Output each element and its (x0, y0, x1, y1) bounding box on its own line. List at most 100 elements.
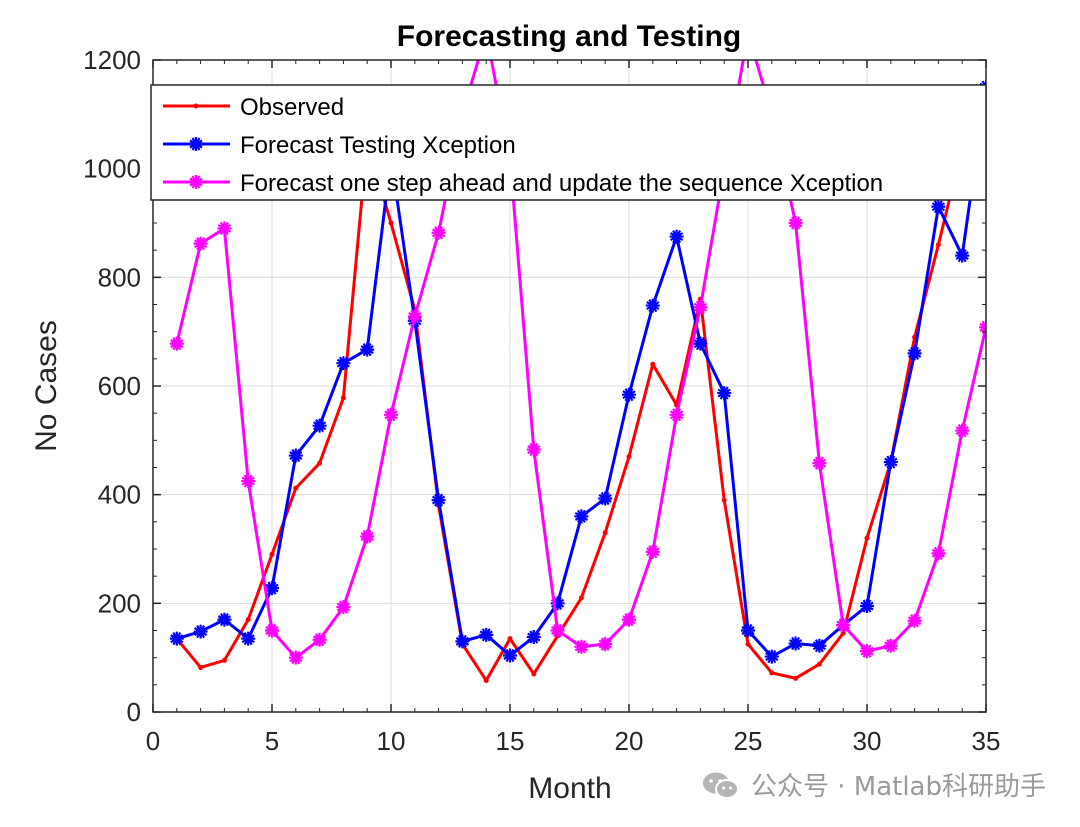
series-2-point (550, 596, 565, 611)
y-tick-label: 800 (98, 262, 141, 292)
y-tick-label: 400 (98, 480, 141, 510)
series-1-point (269, 551, 275, 557)
series-2-point (479, 627, 494, 642)
x-tick-label: 35 (972, 726, 1001, 756)
watermark: 公众号 · Matlab科研助手 (701, 766, 1046, 803)
x-tick-label: 10 (377, 726, 406, 756)
series-3-point (336, 600, 351, 615)
y-axis-title: No Cases (30, 320, 63, 452)
series-1-point (602, 530, 608, 536)
series-2-point (455, 634, 470, 649)
series-2-point (503, 648, 517, 663)
series-1-point (769, 670, 775, 676)
x-tick-label: 15 (496, 726, 525, 756)
series-2-point (169, 631, 184, 646)
series-1-point (745, 641, 751, 647)
series-3-point (217, 221, 232, 236)
legend-label: Forecast Testing Xception (240, 132, 516, 159)
series-2-point (360, 342, 375, 357)
series-3-point (622, 612, 636, 627)
series-2-point (907, 346, 922, 361)
series-2-point (336, 356, 351, 371)
legend-entry-2: Forecast Testing Xception (163, 132, 516, 159)
series-1-point (840, 630, 846, 636)
series-3-point (574, 639, 589, 654)
x-axis-title: Month (528, 772, 611, 805)
series-3-point (169, 336, 184, 351)
series-2-point (288, 448, 303, 463)
series-3-point (836, 618, 851, 633)
series-3-point (883, 638, 898, 653)
series-3-point (384, 407, 398, 422)
series-2-point (574, 509, 589, 524)
chart-title: Forecasting and Testing (397, 20, 742, 53)
series-1-point (340, 395, 346, 401)
y-tick-label: 600 (98, 371, 141, 401)
series-2-point (717, 386, 732, 401)
series-1-point (507, 636, 513, 642)
series-1-point (221, 657, 227, 663)
series-2-point (193, 624, 208, 639)
legend-entry-3: Forecast one step ahead and update the s… (163, 170, 883, 197)
series-1-point (578, 595, 584, 601)
series-3-point (407, 309, 422, 324)
legend: Observed Forecast Testing Xception Forecas… (150, 84, 987, 201)
series-1-point (388, 220, 394, 226)
series-1-point (626, 454, 632, 460)
series-2-point (241, 631, 256, 646)
series-1-point (293, 485, 299, 491)
series-1-point (650, 361, 656, 367)
x-tick-label: 5 (265, 726, 279, 756)
series-3-point (288, 650, 303, 665)
series-3-point (955, 423, 970, 438)
series-1-point (864, 535, 870, 541)
series-2-point (622, 387, 636, 402)
series-2-point (598, 491, 613, 506)
series-2-point (526, 630, 541, 645)
series-2-point (693, 336, 708, 351)
x-tick-label: 20 (615, 726, 644, 756)
series-2-point (741, 623, 755, 638)
y-tick-label: 1200 (83, 45, 141, 75)
series-3-point (360, 529, 375, 544)
series-2-point (931, 199, 946, 214)
x-tick-label: 25 (734, 726, 763, 756)
series-2-point (955, 248, 970, 263)
series-3-point (741, 26, 755, 40)
legend-box (150, 84, 987, 201)
wechat-icon (702, 772, 739, 799)
legend-marker (189, 175, 203, 189)
series-2-point (645, 298, 660, 313)
series-1-point (245, 617, 251, 623)
x-tick-label: 30 (853, 726, 882, 756)
series-2-point (788, 636, 803, 651)
series-1-point (816, 661, 822, 667)
legend-entry-1: Observed (163, 94, 344, 121)
legend-label: Observed (240, 94, 344, 121)
series-3-point (812, 456, 827, 471)
series-3-point (431, 225, 446, 240)
series-3-point (693, 300, 708, 315)
series-1-point (935, 242, 941, 248)
series-1-point (198, 664, 204, 670)
series-3-point (598, 637, 613, 652)
series-3-point (526, 442, 541, 457)
series-3-point (907, 613, 922, 628)
y-tick-label: 200 (98, 588, 141, 618)
x-tick-label: 0 (146, 726, 160, 756)
legend-marker (189, 137, 203, 151)
legend-label: Forecast one step ahead and update the s… (240, 170, 883, 197)
series-2-point (265, 581, 279, 596)
series-3-point (931, 546, 946, 561)
series-2-point (764, 649, 779, 664)
series-3-point (645, 544, 660, 559)
series-1-point (317, 460, 323, 466)
series-2-point (312, 418, 327, 433)
series-3-point (265, 623, 279, 638)
series-1-point (721, 497, 727, 503)
series-2-point (812, 638, 827, 653)
series-2-point (431, 493, 446, 508)
series-3-point (860, 644, 874, 659)
axes: 0 5 10 15 20 25 30 35 0 200 400 600 800 1000 1200 (83, 45, 1000, 756)
